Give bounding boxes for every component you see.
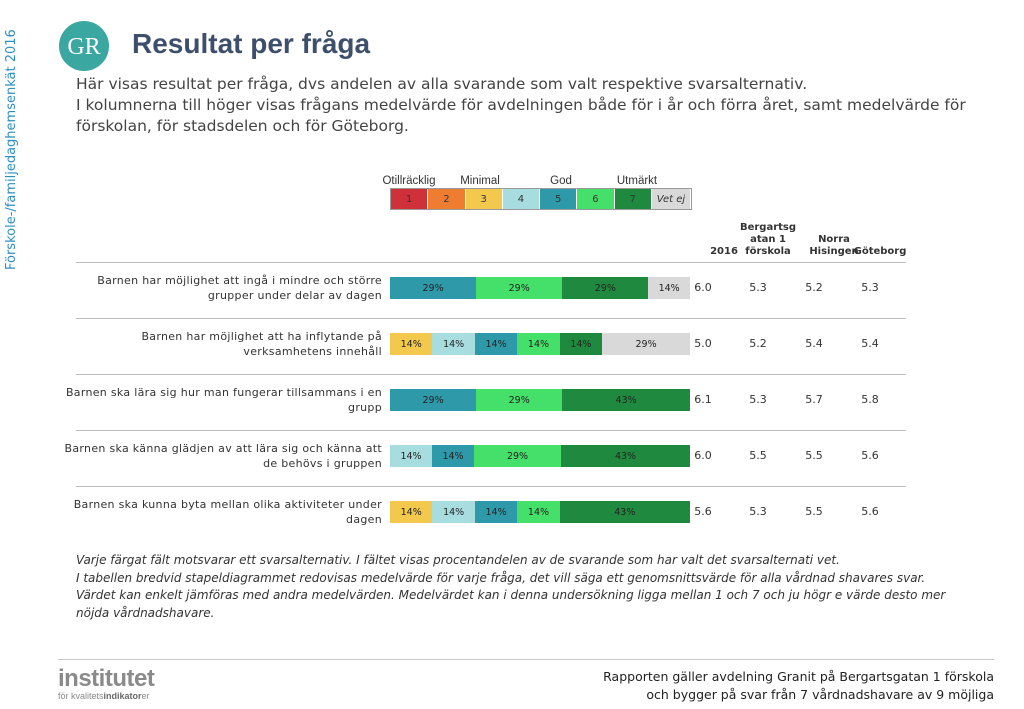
legend-group-utmarkt: Utmärkt: [616, 175, 658, 187]
legend-group-otillracklig: Otillräcklig: [382, 175, 436, 187]
institutet-logo: institutet för kvalitetsindikatorer: [58, 665, 155, 702]
table-value: 5.2: [749, 337, 767, 350]
footnote-line-1: Varje färgat fält motsvarar ett svarsalt…: [76, 553, 840, 567]
bar-segment-6: 14%: [517, 501, 560, 523]
institutet-logo-name: institutet: [58, 665, 155, 692]
question-label: Barnen har möjlighet att ha inflytande p…: [141, 330, 382, 358]
table-value: 6.0: [694, 281, 712, 294]
table-value: 5.8: [861, 393, 879, 406]
table-value: 5.3: [749, 505, 767, 518]
intro-line-2: I kolumnerna till höger visas frågans me…: [76, 96, 966, 135]
bar-segment-7: 29%: [562, 277, 649, 299]
survey-name-vertical: Förskole-/familjedaghemsenkät 2016: [4, 29, 19, 270]
legend-box-vet-ej: Vet ej: [651, 189, 691, 209]
legend-group-minimal: Minimal: [460, 175, 500, 187]
institutet-logo-subtitle: för kvalitetsindikatorer: [58, 691, 150, 701]
footer-divider: [58, 659, 994, 660]
legend-group-god: God: [550, 175, 572, 187]
row-separator: [76, 430, 906, 431]
legend-box-2: 2: [428, 189, 466, 209]
question-label: Barnen ska kunna byta mellan olika aktiv…: [73, 498, 382, 526]
table-value: 5.5: [749, 449, 767, 462]
bar-segment-6: 29%: [476, 389, 563, 411]
table-value: 5.4: [805, 337, 823, 350]
bar-segment-vetej: 14%: [648, 277, 690, 299]
bar-segment-5: 14%: [474, 333, 518, 355]
table-value: 5.2: [805, 281, 823, 294]
legend-box-4: 4: [502, 189, 541, 209]
stacked-bar: 14% 14% 14% 14% 14% 29%: [390, 333, 690, 355]
bar-segment-7: 43%: [561, 445, 690, 467]
report-info: Rapporten gäller avdelning Granit på Ber…: [603, 668, 994, 704]
gr-logo-text: GR: [67, 34, 100, 60]
footnote-line-2: I tabellen bredvid stapeldiagrammet redo…: [76, 570, 946, 620]
table-value: 5.4: [861, 337, 879, 350]
column-header-2016: 2016: [710, 246, 738, 257]
bar-segment-4: 14%: [432, 501, 475, 523]
table-value: 5.0: [694, 337, 712, 350]
legend-box-6: 6: [577, 189, 615, 209]
bar-segment-5: 29%: [390, 277, 477, 299]
table-value: 5.5: [805, 505, 823, 518]
legend-boxes: 1 2 3 4 5 6 7 Vet ej: [390, 188, 692, 210]
intro-line-1: Här visas resultat per fråga, dvs andele…: [76, 75, 808, 93]
bar-segment-3: 14%: [390, 501, 433, 523]
report-info-line-2: och bygger på svar från 7 vårdnadshavare…: [646, 687, 994, 702]
page-title: Resultat per fråga: [132, 28, 371, 59]
answer-legend: Otillräcklig Minimal God Utmärkt 1 2 3 4…: [382, 175, 692, 211]
table-value: 5.6: [861, 505, 879, 518]
stacked-bar: 29% 29% 43%: [390, 389, 690, 411]
legend-box-3: 3: [465, 189, 503, 209]
bar-segment-5: 14%: [432, 445, 474, 467]
table-value: 5.6: [694, 505, 712, 518]
question-label: Barnen ska lära sig hur man fungerar til…: [65, 386, 382, 414]
table-value: 6.0: [694, 449, 712, 462]
row-separator: [76, 486, 906, 487]
column-header-goteborg: Göteborg: [853, 246, 907, 257]
legend-box-1: 1: [391, 189, 429, 209]
report-info-line-1: Rapporten gäller avdelning Granit på Ber…: [603, 669, 994, 684]
table-value: 6.1: [694, 393, 712, 406]
question-label: Barnen ska känna glädjen av att lära sig…: [64, 442, 382, 470]
bar-segment-7: 14%: [559, 333, 603, 355]
gr-logo: GR: [59, 21, 109, 71]
stacked-bar: 14% 14% 29% 43%: [390, 445, 690, 467]
footnote: Varje färgat fält motsvarar ett svarsalt…: [76, 552, 956, 622]
stacked-bar: 14% 14% 14% 14% 43%: [390, 501, 690, 523]
bar-segment-4: 14%: [390, 445, 432, 467]
row-separator: [76, 318, 906, 319]
row-separator: [76, 374, 906, 375]
legend-box-5: 5: [540, 189, 578, 209]
bar-segment-vetej: 29%: [602, 333, 690, 355]
row-separator: [76, 262, 906, 263]
bar-segment-5: 29%: [390, 389, 477, 411]
bar-segment-6: 14%: [517, 333, 560, 355]
stacked-bar: 29% 29% 29% 14%: [390, 277, 690, 299]
table-value: 5.5: [805, 449, 823, 462]
column-header-forskola: Bergartsg atan 1 förskola: [739, 222, 797, 257]
table-value: 5.3: [749, 281, 767, 294]
table-value: 5.6: [861, 449, 879, 462]
table-value: 5.3: [749, 393, 767, 406]
bar-segment-3: 14%: [390, 333, 433, 355]
bar-segment-4: 14%: [432, 333, 475, 355]
legend-box-7: 7: [614, 189, 652, 209]
bar-segment-7: 43%: [562, 389, 690, 411]
column-header-norra-hisingen: Norra Hisingen: [809, 234, 859, 257]
bar-segment-6: 29%: [474, 445, 561, 467]
bar-segment-5: 14%: [474, 501, 518, 523]
bar-segment-6: 29%: [476, 277, 563, 299]
bar-segment-7: 43%: [559, 501, 690, 523]
question-label: Barnen har möjlighet att ingå i mindre o…: [97, 274, 382, 302]
table-value: 5.7: [805, 393, 823, 406]
table-value: 5.3: [861, 281, 879, 294]
intro-text: Här visas resultat per fråga, dvs andele…: [76, 74, 996, 137]
